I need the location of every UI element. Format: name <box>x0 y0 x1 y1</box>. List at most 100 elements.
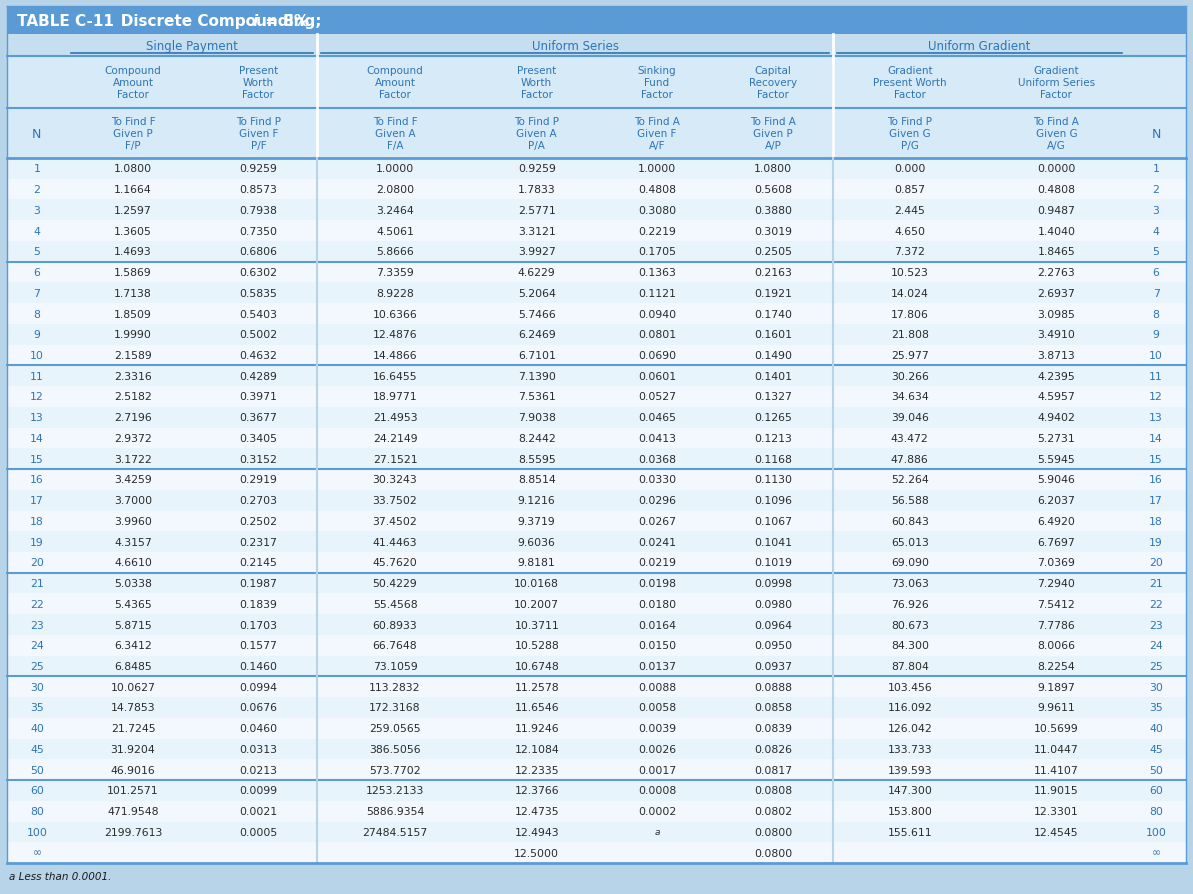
Bar <box>7 325 1186 345</box>
Text: 5.5945: 5.5945 <box>1038 454 1075 464</box>
Text: 0.2703: 0.2703 <box>240 495 277 506</box>
Bar <box>7 532 1186 552</box>
Text: 0.0817: 0.0817 <box>754 765 792 775</box>
Text: 0.0000: 0.0000 <box>1037 164 1076 174</box>
Text: 1.4040: 1.4040 <box>1038 226 1075 236</box>
Text: a: a <box>654 828 660 837</box>
Text: Gradient
Present Worth
Factor: Gradient Present Worth Factor <box>873 66 946 99</box>
Bar <box>7 656 1186 677</box>
Text: 11: 11 <box>1149 371 1163 382</box>
Text: To Find A
Given F
A/F: To Find A Given F A/F <box>633 117 680 150</box>
Text: 0.0267: 0.0267 <box>638 517 676 527</box>
Text: 8.9228: 8.9228 <box>376 289 414 299</box>
Text: 1.2597: 1.2597 <box>115 206 152 215</box>
Text: 30: 30 <box>30 682 44 692</box>
Text: 5.2731: 5.2731 <box>1038 434 1075 443</box>
Text: 2.5771: 2.5771 <box>518 206 556 215</box>
Text: 7.0369: 7.0369 <box>1038 558 1075 568</box>
Text: 3.9927: 3.9927 <box>518 247 556 257</box>
Bar <box>7 697 1186 718</box>
Text: 0.4808: 0.4808 <box>638 185 676 195</box>
Text: To Find F
Given P
F/P: To Find F Given P F/P <box>111 117 155 150</box>
Text: 0.0413: 0.0413 <box>638 434 676 443</box>
Text: 3.9960: 3.9960 <box>115 517 152 527</box>
Text: 0.9259: 0.9259 <box>518 164 556 174</box>
Text: 10.6748: 10.6748 <box>514 662 560 671</box>
Text: 0.1740: 0.1740 <box>754 309 792 319</box>
Text: 24.2149: 24.2149 <box>372 434 418 443</box>
Text: 60.8933: 60.8933 <box>372 620 418 630</box>
Text: 22: 22 <box>30 599 44 609</box>
Bar <box>7 842 1186 863</box>
Text: 11.6546: 11.6546 <box>514 703 560 713</box>
Text: 35: 35 <box>1149 703 1163 713</box>
Text: 0.1577: 0.1577 <box>240 641 277 651</box>
Text: 1.1664: 1.1664 <box>115 185 152 195</box>
Text: 573.7702: 573.7702 <box>369 765 421 775</box>
Bar <box>7 241 1186 262</box>
Text: 16: 16 <box>1149 475 1163 485</box>
Text: 9: 9 <box>1152 330 1160 340</box>
Text: 2.6937: 2.6937 <box>1038 289 1075 299</box>
Text: 0.1460: 0.1460 <box>240 662 277 671</box>
Text: 6.3412: 6.3412 <box>115 641 152 651</box>
Text: 27.1521: 27.1521 <box>372 454 418 464</box>
Text: Gradient
Uniform Series
Factor: Gradient Uniform Series Factor <box>1018 66 1095 99</box>
Text: 11.4107: 11.4107 <box>1034 765 1078 775</box>
Text: 0.2163: 0.2163 <box>754 267 792 278</box>
Text: 0.3405: 0.3405 <box>240 434 277 443</box>
Text: 0.0801: 0.0801 <box>638 330 676 340</box>
Text: 3.2464: 3.2464 <box>376 206 414 215</box>
Text: 16: 16 <box>30 475 44 485</box>
Text: 0.5608: 0.5608 <box>754 185 792 195</box>
Text: 172.3168: 172.3168 <box>370 703 421 713</box>
Text: 12.4876: 12.4876 <box>372 330 418 340</box>
Text: 0.0313: 0.0313 <box>240 744 277 755</box>
Text: 0.7938: 0.7938 <box>240 206 277 215</box>
Text: Present
Worth
Factor: Present Worth Factor <box>517 66 556 99</box>
Text: 25.977: 25.977 <box>891 350 928 360</box>
Text: 80: 80 <box>30 806 44 816</box>
Text: 0.0527: 0.0527 <box>638 392 676 402</box>
Text: 4.3157: 4.3157 <box>115 537 152 547</box>
Text: 0.0002: 0.0002 <box>638 806 676 816</box>
Text: 7.3359: 7.3359 <box>376 267 414 278</box>
Text: 0.0330: 0.0330 <box>638 475 676 485</box>
Text: 50.4229: 50.4229 <box>372 578 418 588</box>
Text: 7.372: 7.372 <box>895 247 926 257</box>
Text: 0.0164: 0.0164 <box>638 620 676 630</box>
Text: 1.7138: 1.7138 <box>115 289 152 299</box>
Text: 0.0826: 0.0826 <box>754 744 792 755</box>
Text: 3: 3 <box>1152 206 1160 215</box>
Text: 2.445: 2.445 <box>895 206 926 215</box>
Text: 0.1705: 0.1705 <box>638 247 676 257</box>
Text: 0.4808: 0.4808 <box>1038 185 1075 195</box>
Text: 1253.2133: 1253.2133 <box>366 786 425 796</box>
Text: 21.4953: 21.4953 <box>372 413 418 423</box>
Text: Compound
Amount
Factor: Compound Amount Factor <box>366 66 424 99</box>
Text: 0.0940: 0.0940 <box>638 309 676 319</box>
Text: 1.9990: 1.9990 <box>115 330 152 340</box>
Text: 386.5056: 386.5056 <box>369 744 421 755</box>
Text: 0.1213: 0.1213 <box>754 434 792 443</box>
Text: Sinking
Fund
Factor: Sinking Fund Factor <box>638 66 676 99</box>
Text: 0.2502: 0.2502 <box>240 517 277 527</box>
Text: 0.1130: 0.1130 <box>754 475 792 485</box>
Text: 471.9548: 471.9548 <box>107 806 159 816</box>
Text: 0.1601: 0.1601 <box>754 330 792 340</box>
Text: 11.9246: 11.9246 <box>514 723 560 733</box>
Text: 5.8666: 5.8666 <box>376 247 414 257</box>
Text: To Find F
Given A
F/A: To Find F Given A F/A <box>372 117 418 150</box>
Text: 0.0058: 0.0058 <box>638 703 676 713</box>
Text: 0.0005: 0.0005 <box>239 827 278 837</box>
Text: 2.9372: 2.9372 <box>115 434 152 443</box>
Text: 12: 12 <box>1149 392 1163 402</box>
Text: 0.1921: 0.1921 <box>754 289 792 299</box>
Text: 0.2219: 0.2219 <box>638 226 676 236</box>
Text: 1: 1 <box>1152 164 1160 174</box>
Text: 10.3711: 10.3711 <box>514 620 560 630</box>
Text: 69.090: 69.090 <box>891 558 929 568</box>
Text: 3.7000: 3.7000 <box>115 495 152 506</box>
Text: 0.0690: 0.0690 <box>638 350 676 360</box>
Text: 21.7245: 21.7245 <box>111 723 155 733</box>
